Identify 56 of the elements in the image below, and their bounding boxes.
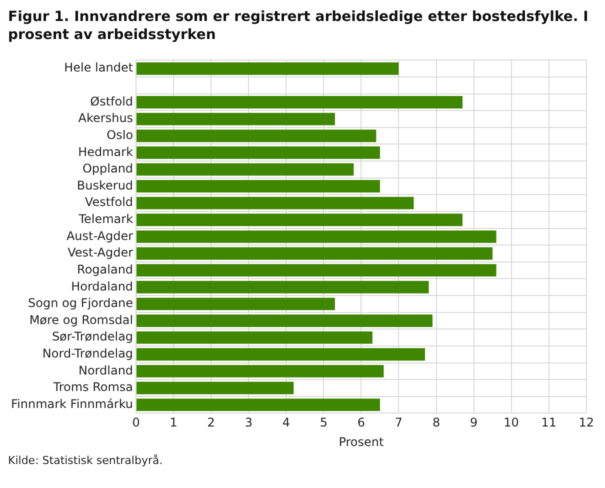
bar bbox=[136, 196, 414, 210]
y-tick-label: Sogn og Fjordane bbox=[28, 296, 134, 310]
y-tick-label: Troms Romsa bbox=[52, 380, 134, 394]
bar bbox=[136, 364, 384, 378]
x-tick-label: 11 bbox=[541, 416, 556, 430]
bar bbox=[136, 62, 399, 75]
x-tick-label: 4 bbox=[282, 416, 290, 430]
bar bbox=[136, 130, 376, 142]
y-tick-label: Hedmark bbox=[78, 144, 134, 159]
x-axis-title: Prosent bbox=[338, 434, 384, 449]
bar bbox=[136, 163, 354, 176]
bar bbox=[136, 382, 294, 394]
bar bbox=[136, 348, 426, 361]
y-tick-label: Oslo bbox=[106, 128, 134, 142]
bar bbox=[136, 247, 493, 260]
y-tick-label: Vest-Agder bbox=[68, 246, 134, 260]
x-tick-label: 5 bbox=[320, 416, 328, 430]
y-tick-label: Møre og Romsdal bbox=[29, 312, 134, 327]
y-tick-label: Finnmark Finnmárku bbox=[10, 396, 134, 411]
y-tick-label: Oppland bbox=[82, 162, 134, 176]
bar bbox=[136, 146, 380, 159]
y-tick-label: Sør-Trøndelag bbox=[52, 330, 134, 344]
y-tick-label: Nord-Trøndelag bbox=[42, 346, 134, 360]
x-tick-label: 7 bbox=[394, 416, 403, 430]
y-tick-label: Buskerud bbox=[76, 178, 134, 192]
y-tick-label: Rogaland bbox=[77, 262, 134, 276]
bar bbox=[136, 180, 380, 192]
y-tick-label: Hordaland bbox=[71, 279, 134, 294]
y-tick-label: Østfold bbox=[90, 94, 134, 108]
chart-title: Figur 1. Innvandrere som er registrert arbeidsledige etter bostedsfylke. I prosent av arbeidsstyrken bbox=[8, 8, 590, 44]
x-tick-label: 0 bbox=[132, 416, 140, 430]
x-tick-label: 3 bbox=[244, 416, 252, 430]
x-tick-label: 2 bbox=[207, 416, 215, 430]
y-tick-label: Nordland bbox=[78, 363, 134, 378]
y-tick-label: Telemark bbox=[78, 212, 134, 226]
bar bbox=[136, 398, 380, 412]
y-tick-label: Aust-Agder bbox=[66, 228, 134, 243]
text: Kilde: Statistisk sentralbyrå. bbox=[8, 454, 164, 467]
bar bbox=[136, 214, 463, 226]
x-tick-label: 10 bbox=[504, 416, 519, 430]
bar bbox=[136, 112, 335, 126]
bar bbox=[136, 331, 372, 344]
x-tick-label: 9 bbox=[470, 416, 478, 430]
bar bbox=[136, 298, 335, 310]
bar bbox=[136, 96, 463, 108]
bar bbox=[136, 230, 496, 243]
bar bbox=[136, 280, 429, 294]
y-tick-label: Akershus bbox=[78, 111, 134, 126]
y-tick-label: Hele landet bbox=[64, 60, 134, 75]
bar bbox=[136, 314, 433, 327]
x-tick-label: 12 bbox=[578, 416, 594, 430]
y-tick-label: Vestfold bbox=[84, 195, 134, 210]
bar bbox=[136, 264, 496, 277]
x-tick-label: 1 bbox=[170, 416, 178, 430]
x-tick-label: 6 bbox=[357, 416, 366, 430]
x-tick-label: 8 bbox=[432, 416, 440, 430]
